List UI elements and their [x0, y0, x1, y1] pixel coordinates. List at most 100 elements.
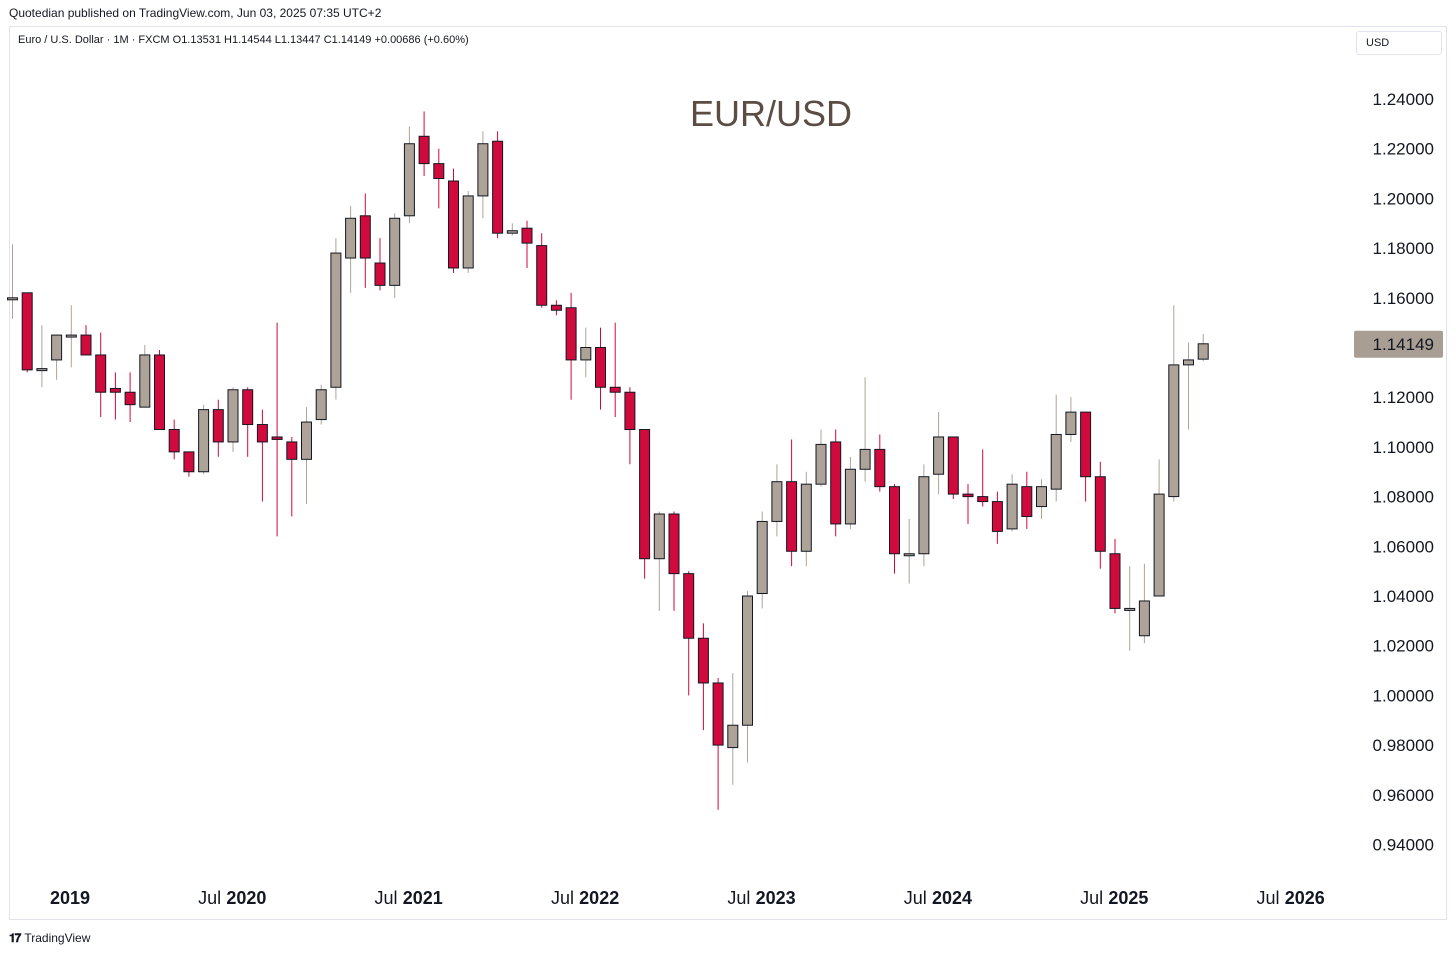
candle: [448, 168, 459, 273]
x-tick-label: 2023: [756, 888, 796, 908]
candle-body: [1094, 476, 1106, 552]
candle-body: [271, 436, 283, 440]
x-tick-label: Jul: [904, 888, 927, 908]
candle: [742, 591, 753, 763]
candle: [668, 511, 680, 611]
candle: [830, 429, 842, 537]
x-tick-label: 2024: [932, 888, 972, 908]
candle: [242, 387, 254, 457]
candle: [492, 131, 504, 239]
candle: [697, 623, 709, 731]
candle-body: [918, 476, 930, 555]
candle-body: [1080, 411, 1092, 478]
x-tick-label: 2022: [579, 888, 619, 908]
x-tick-label: Jul: [375, 888, 398, 908]
candle: [227, 387, 239, 452]
y-tick-label: 0.98000: [1373, 736, 1434, 755]
candle-body: [21, 292, 33, 371]
candle: [903, 518, 915, 584]
candle: [1197, 333, 1209, 362]
last-price-label: 1.14149: [1373, 335, 1434, 354]
candle: [80, 325, 92, 356]
y-tick-label: 1.22000: [1373, 140, 1434, 159]
candle-body: [771, 481, 783, 522]
candle: [962, 484, 974, 524]
candle: [1183, 342, 1194, 430]
candle-body: [374, 262, 386, 286]
time-axis: 2019 Jul 2020 Jul 2021 Jul 2022 Jul 2023 Jul 2024 J…: [50, 888, 1325, 908]
candle-body: [7, 297, 18, 301]
candle: [874, 434, 886, 492]
candle-body: [1153, 493, 1165, 597]
candle: [51, 334, 63, 380]
candle-body: [1197, 343, 1209, 360]
candle: [36, 325, 48, 388]
candle: [712, 678, 724, 810]
candle-body: [668, 513, 680, 575]
candle-body: [36, 368, 48, 372]
candle: [7, 244, 18, 319]
y-tick-label: 1.02000: [1373, 637, 1434, 656]
candle-body: [859, 448, 871, 470]
x-tick-label: Jul: [198, 888, 221, 908]
price-axis: 1.240001.220001.200001.180001.160001.140…: [1373, 90, 1434, 855]
candle-body: [139, 354, 151, 408]
candle: [550, 300, 562, 316]
candle: [1065, 397, 1077, 442]
candle-body: [595, 347, 606, 388]
candle: [1153, 459, 1165, 597]
candle-body: [639, 429, 651, 560]
candle: [109, 372, 121, 420]
candle: [947, 436, 959, 500]
candle: [345, 205, 357, 293]
candle: [183, 451, 195, 477]
candle: [800, 471, 812, 567]
candle: [933, 412, 945, 495]
candle-body: [815, 443, 827, 485]
y-tick-label: 0.96000: [1373, 786, 1434, 805]
candle: [315, 384, 327, 425]
candle: [859, 377, 871, 482]
candle: [977, 449, 989, 507]
candle: [918, 464, 930, 567]
candle-body: [345, 217, 357, 259]
y-tick-label: 1.24000: [1373, 90, 1434, 109]
candle-body: [1006, 483, 1018, 530]
candle: [595, 327, 606, 410]
y-tick-label: 1.18000: [1373, 239, 1434, 258]
candle-body: [1065, 411, 1077, 435]
candle-body: [800, 483, 812, 552]
candle-body: [1021, 486, 1033, 517]
candle-body: [1036, 486, 1047, 508]
candle: [609, 322, 621, 418]
last-price-badge: [1354, 330, 1443, 358]
candle-body: [65, 334, 77, 338]
chart-title: EUR/USD: [690, 93, 852, 134]
candle-body: [389, 217, 401, 286]
candle: [786, 439, 798, 567]
candle: [536, 233, 548, 308]
candle: [271, 322, 283, 537]
candle: [1050, 394, 1062, 502]
candle-body: [403, 143, 415, 217]
candle-body: [359, 215, 371, 259]
y-tick-label: 1.04000: [1373, 587, 1434, 606]
chart-frame: [9, 26, 1447, 920]
candle: [286, 436, 298, 517]
x-tick-label: 2020: [226, 888, 266, 908]
candle: [1138, 563, 1150, 644]
candle-body: [550, 304, 562, 311]
candle-body: [933, 436, 945, 475]
candle-body: [844, 468, 856, 525]
candle-body: [756, 520, 768, 595]
candle-body: [183, 451, 195, 473]
candle: [477, 131, 489, 219]
last-price-marker: 1.14149: [1354, 330, 1443, 358]
candle: [154, 349, 165, 431]
currency-button[interactable]: USD: [1356, 31, 1442, 55]
candle-body: [1183, 359, 1194, 366]
candle-body: [903, 553, 915, 557]
candle-body: [727, 724, 739, 749]
candle-body: [874, 448, 886, 488]
